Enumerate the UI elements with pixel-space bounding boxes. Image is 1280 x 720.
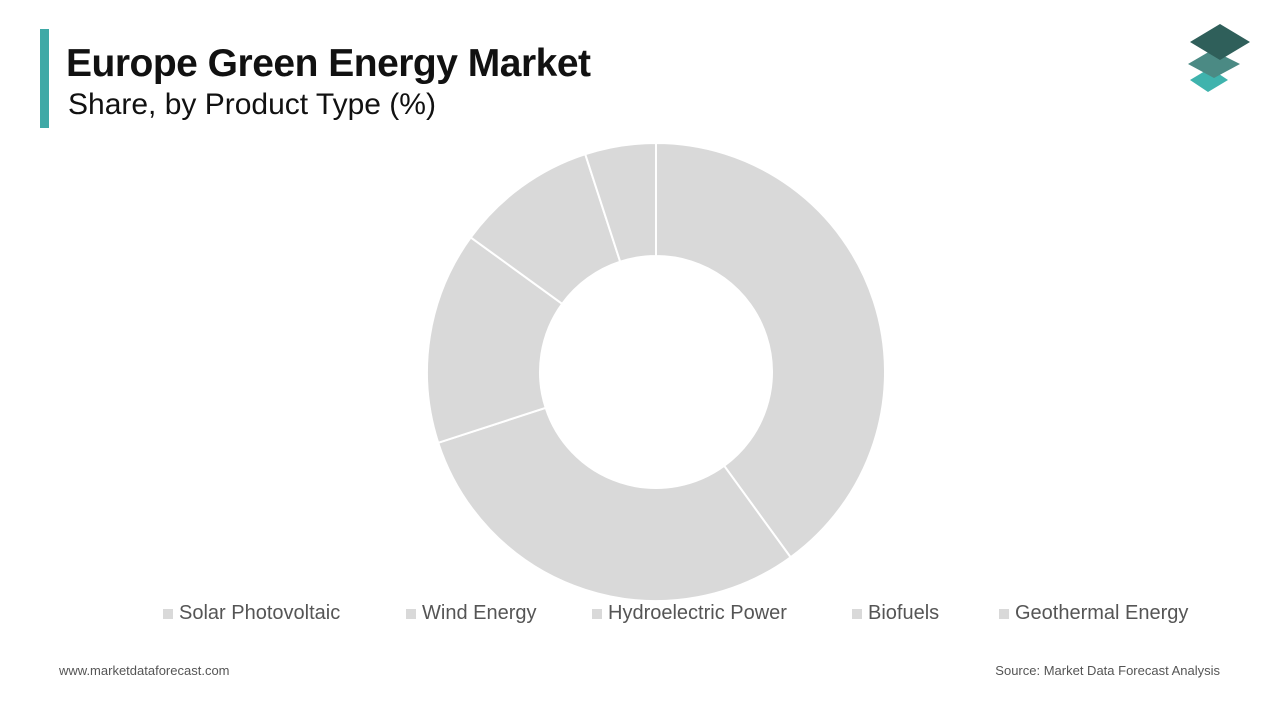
source-note: Source: Market Data Forecast Analysis xyxy=(995,663,1220,678)
title-accent-bar xyxy=(40,29,49,128)
donut-slice-solar-photovoltaic xyxy=(655,141,886,559)
donut-slice-wind-energy xyxy=(436,406,793,602)
website-url: www.marketdataforecast.com xyxy=(59,663,230,678)
legend-label: Wind Energy xyxy=(422,602,537,624)
donut-slice-hydroelectric-power xyxy=(426,235,564,445)
logo-layer-middle xyxy=(1188,50,1240,78)
legend-swatch-icon xyxy=(999,608,1009,619)
logo-layer-top xyxy=(1190,24,1250,60)
legend-swatch-icon xyxy=(163,608,173,619)
legend-swatch-icon xyxy=(592,608,602,619)
chart-legend: Solar Photovoltaic Wind Energy Hydroelectr… xyxy=(0,602,1280,628)
page-title: Europe Green Energy Market xyxy=(66,42,591,85)
legend-item: Solar Photovoltaic xyxy=(163,602,340,625)
legend-item: Hydroelectric Power xyxy=(592,602,787,625)
donut-slice-geothermal-energy xyxy=(583,141,657,263)
legend-label: Geothermal Energy xyxy=(1015,602,1189,624)
legend-item: Wind Energy xyxy=(406,602,537,625)
legend-label: Hydroelectric Power xyxy=(608,602,787,624)
brand-logo-icon xyxy=(1188,24,1250,92)
legend-item: Biofuels xyxy=(852,602,939,625)
legend-swatch-icon xyxy=(852,608,862,619)
legend-item: Geothermal Energy xyxy=(999,602,1188,625)
legend-label: Biofuels xyxy=(868,602,940,624)
page-subtitle: Share, by Product Type (%) xyxy=(68,88,436,121)
legend-swatch-icon xyxy=(406,608,416,619)
legend-label: Solar Photovoltaic xyxy=(179,602,341,624)
